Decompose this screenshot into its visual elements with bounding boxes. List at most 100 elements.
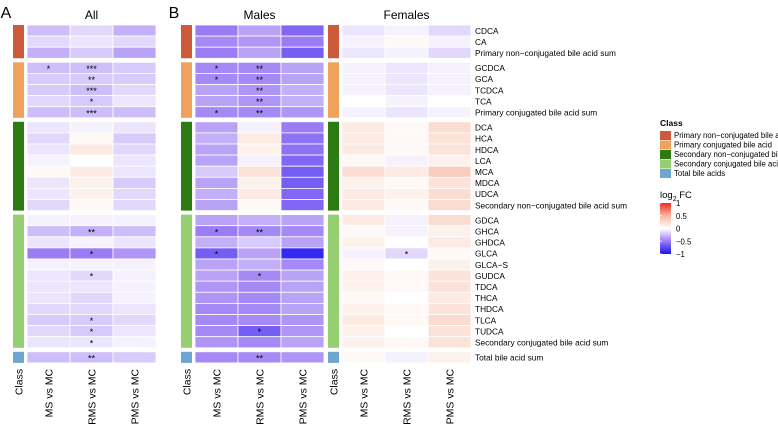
heatmap-cell	[384, 280, 429, 293]
heatmap-cell	[26, 84, 71, 97]
heatmap-cell	[280, 325, 325, 338]
significance-stars: *	[258, 272, 262, 282]
heatmap-cell	[427, 291, 472, 304]
heatmap-cell	[427, 35, 472, 48]
row-label: MCA	[475, 167, 494, 177]
heatmap-cell	[112, 247, 157, 260]
heatmap-cell	[427, 302, 472, 315]
heatmap-cell	[194, 236, 239, 249]
heatmap-cell	[280, 176, 325, 189]
color-scale-tick-label: −0.5	[676, 237, 692, 246]
heatmap-cell	[427, 351, 472, 364]
heatmap-cell	[112, 73, 157, 85]
heatmap-cell	[26, 351, 71, 364]
heatmap-cell	[280, 121, 325, 134]
heatmap-cell	[26, 247, 71, 260]
heatmap-cell	[237, 176, 282, 189]
heatmap-cell	[384, 199, 429, 212]
heatmap-cell	[280, 73, 325, 85]
heatmap-cell	[341, 351, 386, 364]
heatmap-cell	[112, 132, 157, 145]
heatmap-cell	[237, 199, 282, 212]
panel-title: Males	[243, 8, 275, 22]
heatmap-cell	[26, 176, 71, 189]
heatmap-cell	[341, 314, 386, 327]
heatmap-cell	[194, 24, 239, 37]
column-label: MS vs MC	[212, 368, 224, 417]
heatmap-cell	[26, 314, 71, 327]
heatmap-cell	[280, 35, 325, 48]
heatmap-cell	[384, 176, 429, 189]
row-label: Total bile acid sum	[475, 353, 543, 363]
heatmap-cell	[427, 46, 472, 59]
heatmap-cell	[384, 214, 429, 227]
heatmap-cell	[69, 187, 114, 200]
heatmap-cell	[112, 84, 157, 97]
heatmap-cell	[427, 24, 472, 37]
column-label: MS vs MC	[44, 368, 56, 417]
row-label: TDCA	[475, 282, 498, 292]
class-annotation-bar	[181, 214, 192, 348]
heatmap-cell	[194, 35, 239, 48]
significance-stars: ***	[86, 86, 97, 96]
heatmap-cell	[194, 121, 239, 134]
heatmap-cell	[194, 269, 239, 282]
heatmap-cell	[112, 302, 157, 315]
column-label: RRMS vs MC	[255, 368, 267, 425]
heatmap-cell	[26, 336, 71, 349]
row-label: GUDCA	[475, 271, 505, 281]
class-legend-label: Total bile acids	[674, 169, 725, 178]
heatmap-cell	[194, 95, 239, 108]
heatmap-cell	[427, 247, 472, 260]
heatmap-panel: Females * Class MS vs MC RRMS vs MC PMS vs MC	[328, 8, 472, 425]
heatmap-cell	[427, 280, 472, 293]
heatmap-cell	[194, 154, 239, 167]
heatmap-cell	[341, 236, 386, 249]
heatmap-cell	[237, 214, 282, 227]
row-label: Secondary non−conjugated bile acid sum	[475, 200, 627, 210]
heatmap-cell	[280, 291, 325, 304]
heatmap-cell	[341, 176, 386, 189]
heatmap-cell	[384, 236, 429, 249]
heatmap-cell	[237, 121, 282, 134]
class-annotation-bar	[328, 25, 339, 59]
heatmap-cell	[112, 46, 157, 59]
heatmap-cell	[69, 302, 114, 315]
heatmap-cell	[384, 325, 429, 338]
heatmap-cell	[427, 199, 472, 212]
heatmap-cell	[112, 121, 157, 134]
significance-stars: *	[215, 250, 219, 260]
significance-stars: **	[256, 75, 264, 85]
color-scale-title: log2 FC	[660, 190, 692, 203]
heatmap-cell	[384, 302, 429, 315]
class-legend-swatch	[660, 131, 671, 140]
heatmap-cell	[112, 214, 157, 227]
heatmap-cell	[194, 176, 239, 189]
heatmap-cell	[384, 132, 429, 145]
heatmap-cell	[427, 314, 472, 327]
row-label: GLCA	[475, 249, 498, 259]
heatmap-cell	[280, 351, 325, 364]
heatmap-cell	[194, 84, 239, 97]
heatmap-cell	[427, 73, 472, 85]
heatmap-cell	[237, 132, 282, 145]
heatmap-cell	[112, 336, 157, 349]
heatmap-cell	[427, 165, 472, 178]
heatmap-cell	[26, 325, 71, 338]
class-annotation-bar	[181, 62, 192, 118]
heatmap-cell	[341, 199, 386, 212]
heatmap-cell	[237, 291, 282, 304]
heatmap-cell	[112, 154, 157, 167]
row-label: DCA	[475, 123, 493, 133]
heatmap-cell	[427, 143, 472, 156]
heatmap-cell	[341, 24, 386, 37]
heatmap-cell	[26, 24, 71, 37]
heatmap-cell	[280, 314, 325, 327]
significance-stars: *	[90, 338, 94, 348]
significance-stars: *	[90, 327, 94, 337]
class-legend-swatch	[660, 169, 671, 178]
heatmap-cell	[280, 269, 325, 282]
heatmap-cell	[280, 225, 325, 238]
heatmap-cell	[69, 176, 114, 189]
heatmap-cell	[341, 165, 386, 178]
